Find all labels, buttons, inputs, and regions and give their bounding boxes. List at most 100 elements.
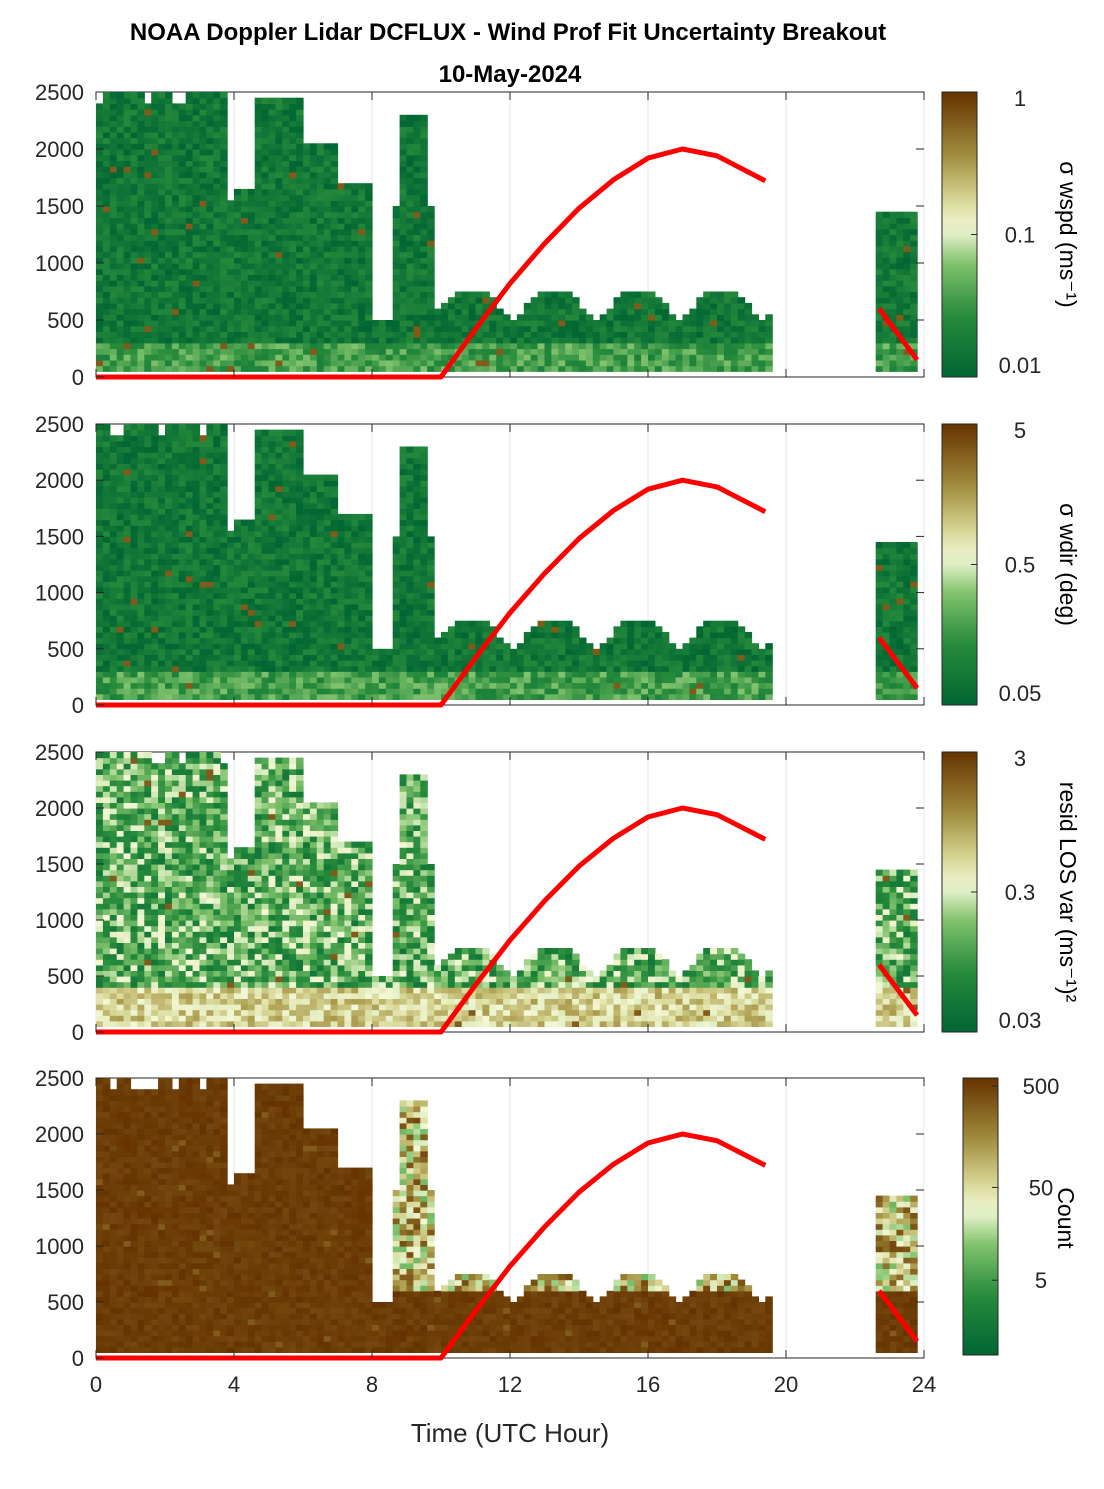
heatmap-cell	[227, 615, 235, 622]
heatmap-cell	[441, 665, 449, 672]
heatmap-cell	[385, 331, 394, 338]
heatmap-cell	[406, 648, 414, 656]
heatmap-cell	[399, 637, 408, 644]
heatmap-cell	[344, 337, 352, 344]
heatmap-cell	[144, 348, 152, 355]
heatmap-cell	[261, 508, 270, 515]
heatmap-cell	[254, 359, 263, 367]
heatmap-cell	[323, 688, 332, 695]
heatmap-cell	[413, 314, 421, 321]
heatmap-cell	[420, 648, 428, 656]
heatmap-cell	[282, 365, 290, 372]
heatmap-cell	[358, 581, 366, 588]
heatmap-cell	[441, 348, 449, 355]
heatmap-cell	[185, 637, 194, 644]
heatmap-cell	[303, 643, 311, 650]
heatmap-cell	[171, 365, 180, 372]
heatmap-cell	[109, 263, 118, 270]
heatmap-cell	[496, 671, 504, 678]
heatmap-cell	[165, 592, 173, 599]
heatmap-cell	[316, 354, 325, 361]
heatmap-cell	[468, 308, 477, 315]
heatmap-cell	[282, 97, 290, 104]
heatmap-cell	[254, 337, 263, 344]
heatmap-cell	[420, 211, 428, 218]
heatmap-cell	[261, 234, 270, 241]
heatmap-cell	[392, 598, 401, 605]
heatmap-cell	[165, 513, 173, 521]
heatmap-cell	[102, 297, 111, 304]
heatmap-cell	[158, 536, 166, 543]
heatmap-cell	[220, 440, 228, 448]
heatmap-cell	[151, 103, 159, 110]
heatmap-cell	[413, 598, 421, 605]
heatmap-cell	[406, 365, 414, 372]
heatmap-cell	[137, 688, 145, 695]
heatmap-cell	[441, 676, 449, 684]
heatmap-cell	[303, 308, 311, 315]
heatmap-cell	[309, 603, 318, 611]
heatmap-cell	[316, 348, 325, 355]
heatmap-cell	[137, 354, 145, 361]
heatmap-cell	[896, 359, 904, 367]
heatmap-cell	[185, 97, 194, 104]
heatmap-cell	[303, 603, 311, 611]
heatmap-cell	[151, 615, 159, 622]
heatmap-cell	[275, 308, 283, 315]
heatmap-cell	[420, 217, 428, 224]
heatmap-cell	[254, 251, 263, 258]
heatmap-cell	[151, 166, 159, 173]
heatmap-cell	[330, 263, 339, 270]
heatmap-cell	[406, 183, 414, 190]
heatmap-cell	[199, 592, 207, 599]
heatmap-cell	[151, 440, 159, 448]
heatmap-cell	[247, 654, 256, 661]
heatmap-cell	[102, 637, 111, 644]
heatmap-cell	[627, 337, 635, 344]
heatmap-cell	[185, 223, 194, 230]
heatmap-cell	[275, 188, 283, 196]
heatmap-cell	[137, 114, 145, 122]
heatmap-cell	[351, 302, 359, 310]
heatmap-cell	[296, 592, 304, 599]
heatmap-cell	[96, 570, 104, 577]
heatmap-cell	[96, 480, 104, 487]
heatmap-cell	[268, 103, 276, 110]
heatmap-cell	[427, 206, 435, 213]
heatmap-cell	[109, 497, 118, 504]
heatmap-cell	[882, 217, 891, 224]
heatmap-cell	[254, 114, 263, 122]
heatmap-cell	[323, 314, 332, 321]
heatmap-cell	[151, 665, 159, 672]
heatmap-cell	[316, 570, 325, 577]
heatmap-cell	[96, 598, 104, 605]
heatmap-cell	[268, 177, 276, 184]
heatmap-cell	[116, 525, 125, 532]
heatmap-cell	[158, 188, 166, 196]
heatmap-cell	[151, 480, 159, 487]
heatmap-cell	[220, 508, 228, 515]
heatmap-cell	[910, 302, 918, 310]
heatmap-cell	[254, 234, 263, 241]
heatmap-cell	[220, 480, 228, 487]
heatmap-cell	[254, 603, 263, 611]
heatmap-cell	[206, 626, 214, 633]
heatmap-cell	[406, 631, 414, 639]
heatmap-cell	[413, 570, 421, 577]
heatmap-cell	[102, 149, 111, 156]
heatmap-cell	[102, 508, 111, 515]
heatmap-cell	[710, 337, 718, 344]
heatmap-cell	[420, 452, 428, 459]
heatmap-cell	[137, 126, 145, 133]
heatmap-cell	[123, 126, 132, 133]
heatmap-cell	[413, 457, 421, 464]
heatmap-cell	[234, 586, 242, 594]
heatmap-cell	[330, 603, 339, 611]
heatmap-cell	[289, 609, 297, 616]
heatmap-cell	[165, 120, 173, 127]
heatmap-cell	[130, 240, 138, 247]
heatmap-cell	[309, 171, 318, 179]
heatmap-cell	[530, 365, 539, 372]
